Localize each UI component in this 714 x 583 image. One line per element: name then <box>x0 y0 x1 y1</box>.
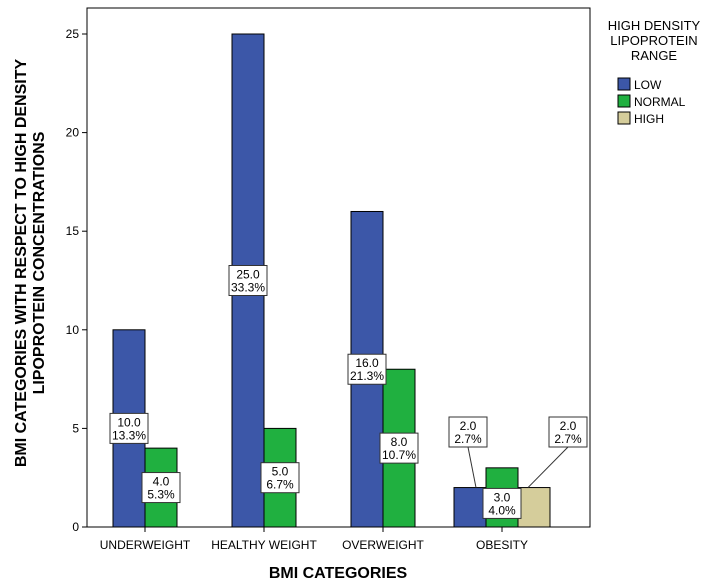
data-label-percent: 21.3% <box>350 369 384 383</box>
bar <box>517 487 551 528</box>
data-label-percent: 13.3% <box>112 428 146 442</box>
leader-line <box>467 446 477 488</box>
data-label: 4.0 <box>153 475 170 489</box>
plot-area <box>86 7 591 528</box>
legend-title: RANGE <box>631 48 678 63</box>
legend-label: NORMAL <box>634 95 686 109</box>
data-label: 5.0 <box>272 465 289 479</box>
data-label-box <box>260 462 300 494</box>
x-tick-label: HEALTHY WEIGHT <box>211 538 317 552</box>
data-label: 10.0 <box>117 415 141 429</box>
legend-title: LIPOPROTEIN <box>610 33 697 48</box>
data-label-percent: 6.7% <box>266 478 294 492</box>
x-tick-label: OBESITY <box>476 538 528 552</box>
data-label-percent: 33.3% <box>231 281 265 295</box>
data-label-box <box>448 416 488 448</box>
data-label-box <box>141 472 181 504</box>
legend-swatch <box>617 94 631 108</box>
data-label-percent: 10.7% <box>382 448 416 462</box>
y-tick-label: 20 <box>66 126 80 140</box>
data-label: 25.0 <box>236 268 260 282</box>
y-axis-title: LIPOPROTEIN CONCENTRATIONS <box>31 131 48 394</box>
y-axis-title: BMI CATEGORIES WITH RESPECT TO HIGH DENS… <box>13 59 30 468</box>
legend-swatch <box>617 111 631 125</box>
data-label: 16.0 <box>355 356 379 370</box>
legend-label: LOW <box>634 78 662 92</box>
data-label-percent: 5.3% <box>147 488 175 502</box>
y-tick-label: 15 <box>66 224 80 238</box>
x-axis-title: BMI CATEGORIES <box>269 565 408 582</box>
data-label: 2.0 <box>460 419 477 433</box>
y-tick-label: 0 <box>72 520 79 534</box>
leader-line <box>527 446 569 488</box>
data-label-box <box>109 412 149 444</box>
bar <box>453 487 487 528</box>
legend-swatch <box>617 77 631 91</box>
y-tick-label: 10 <box>66 323 80 337</box>
legend-title: HIGH DENSITY <box>608 18 701 33</box>
data-label-box <box>228 265 268 296</box>
data-label: 3.0 <box>494 490 511 504</box>
x-tick-label: UNDERWEIGHT <box>100 538 191 552</box>
y-tick-label: 5 <box>72 421 79 435</box>
data-label: 8.0 <box>391 435 408 449</box>
data-label-box <box>548 416 588 448</box>
data-label-box <box>379 432 419 464</box>
data-label-box <box>482 487 522 519</box>
legend-label: HIGH <box>634 112 664 126</box>
y-tick-label: 25 <box>66 27 80 41</box>
x-tick-label: OVERWEIGHT <box>342 538 424 552</box>
data-label-percent: 2.7% <box>454 432 482 446</box>
data-label-box <box>347 353 387 385</box>
data-label-percent: 4.0% <box>488 503 516 517</box>
data-label: 2.0 <box>560 419 577 433</box>
data-label-percent: 2.7% <box>554 432 582 446</box>
